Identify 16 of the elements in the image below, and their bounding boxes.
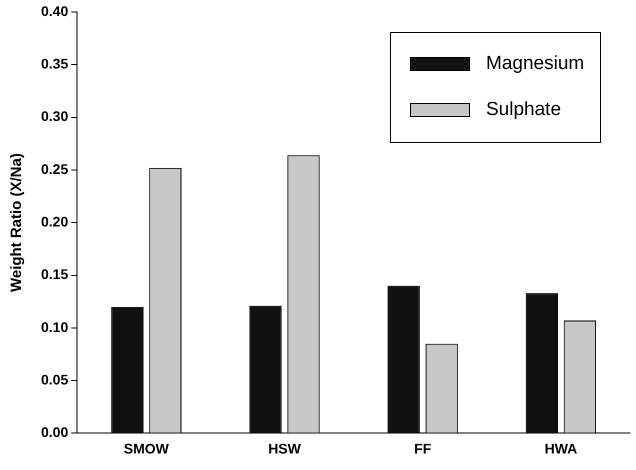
x-tick-label: SMOW xyxy=(124,440,170,456)
y-tick-label: 0.40 xyxy=(41,2,68,19)
y-axis-title: Weight Ratio (X/Na) xyxy=(8,153,26,292)
legend-label: Sulphate xyxy=(486,99,562,120)
legend-label: Magnesium xyxy=(486,53,584,74)
y-tick-label: 0.05 xyxy=(41,371,68,388)
x-tick-label: HWA xyxy=(544,440,578,456)
x-tick-label: FF xyxy=(414,440,432,456)
y-tick-label: 0.25 xyxy=(41,160,68,177)
y-tick-label: 0.35 xyxy=(41,56,68,72)
y-tick-label: 0.10 xyxy=(41,318,68,335)
y-tick-label: 0.00 xyxy=(41,424,68,440)
y-tick-label: 0.15 xyxy=(41,266,68,282)
x-tick-label: HSW xyxy=(268,440,302,456)
y-tick-label: 0.30 xyxy=(41,108,68,124)
y-tick-label: 0.20 xyxy=(41,213,68,230)
